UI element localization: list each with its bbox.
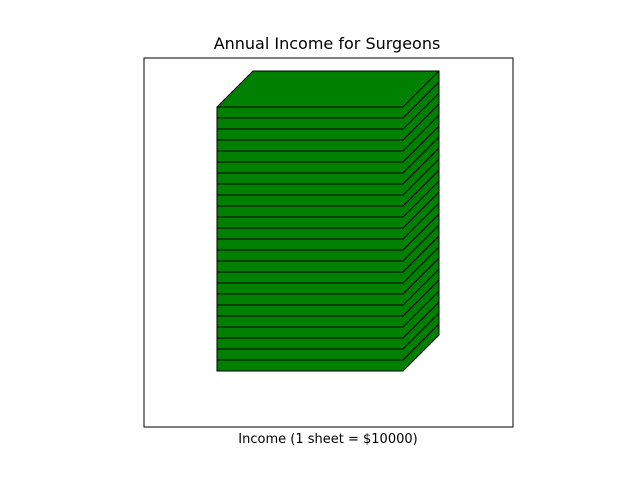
money-sheet-edge xyxy=(217,70,440,108)
chart-title: Annual Income for Surgeons xyxy=(214,34,441,53)
money-sheet xyxy=(216,70,440,119)
money-stack xyxy=(216,70,440,372)
x-axis-label: Income (1 sheet = $10000) xyxy=(238,432,417,447)
